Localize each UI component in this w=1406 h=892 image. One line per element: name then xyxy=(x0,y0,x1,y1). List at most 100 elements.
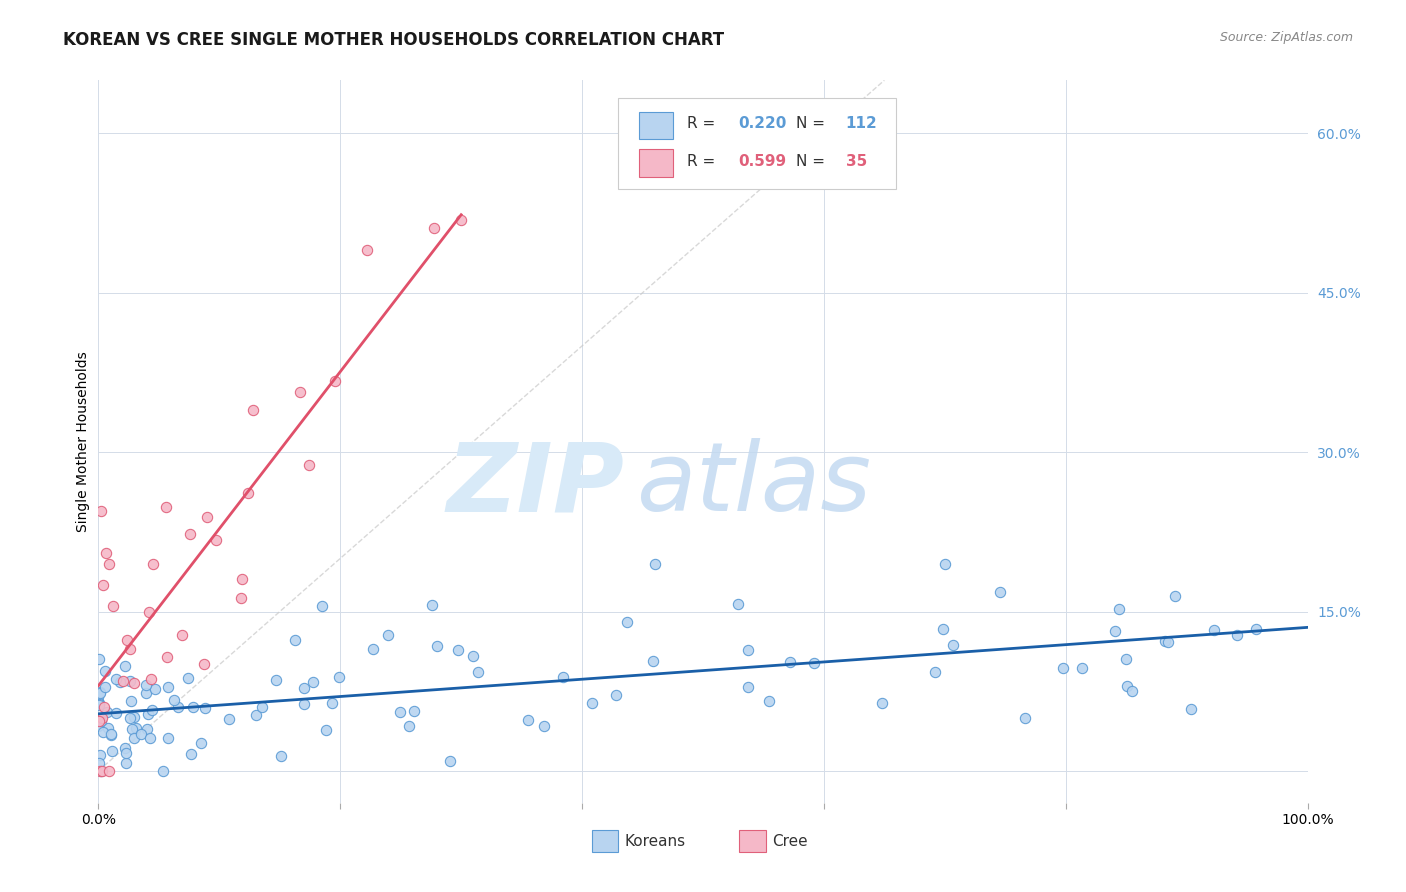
Text: R =: R = xyxy=(688,154,720,169)
Point xyxy=(181,699,204,714)
Point xyxy=(1157,634,1180,648)
Point xyxy=(138,606,160,620)
Point xyxy=(190,736,212,750)
Point xyxy=(644,557,666,571)
Point xyxy=(115,633,138,648)
Point xyxy=(1226,628,1249,642)
Point xyxy=(115,747,138,761)
Point xyxy=(311,599,333,613)
Point xyxy=(264,673,287,687)
Point xyxy=(138,706,160,721)
Point xyxy=(1014,711,1036,725)
Point xyxy=(105,706,128,721)
Point xyxy=(934,557,956,571)
Point xyxy=(100,728,122,742)
Point xyxy=(193,657,215,672)
Point xyxy=(100,726,122,740)
Point xyxy=(122,710,145,724)
Point xyxy=(1052,661,1074,675)
Point xyxy=(1244,622,1267,636)
Point xyxy=(105,672,128,686)
Point xyxy=(91,711,114,725)
Point xyxy=(121,723,143,737)
Point xyxy=(942,638,965,652)
Point xyxy=(89,696,111,710)
Point xyxy=(120,642,142,657)
Point xyxy=(426,639,449,653)
Point xyxy=(163,693,186,707)
Point xyxy=(553,671,575,685)
Point xyxy=(93,681,115,695)
Point xyxy=(93,700,115,714)
Point xyxy=(422,221,444,235)
Point xyxy=(581,696,603,710)
Point xyxy=(467,665,489,680)
Point xyxy=(89,686,111,700)
Point xyxy=(91,724,114,739)
Bar xyxy=(638,149,673,177)
Point xyxy=(172,628,194,642)
Text: ZIP: ZIP xyxy=(447,438,624,532)
Point xyxy=(108,675,131,690)
Point xyxy=(111,673,134,688)
Point xyxy=(284,633,307,648)
Bar xyxy=(740,830,766,852)
Point xyxy=(125,721,148,735)
Point xyxy=(101,744,124,758)
Point xyxy=(205,533,228,547)
Point xyxy=(388,705,411,719)
Point xyxy=(450,212,472,227)
Point xyxy=(179,527,201,541)
Point xyxy=(446,643,468,657)
FancyBboxPatch shape xyxy=(619,98,897,189)
Point xyxy=(87,652,110,666)
Point xyxy=(236,485,259,500)
Point xyxy=(803,656,825,670)
Point xyxy=(321,696,343,710)
Point xyxy=(931,622,953,636)
Point xyxy=(737,643,759,657)
Bar xyxy=(592,830,619,852)
Point xyxy=(139,672,162,686)
Text: 35: 35 xyxy=(845,154,868,169)
Point xyxy=(157,680,180,694)
Text: N =: N = xyxy=(796,154,830,169)
Point xyxy=(122,731,145,745)
Point xyxy=(377,628,399,642)
Point xyxy=(218,712,240,726)
Point xyxy=(779,655,801,669)
Point xyxy=(136,722,159,736)
Point xyxy=(87,698,110,712)
Point xyxy=(90,764,112,778)
Point xyxy=(231,572,253,586)
Point xyxy=(533,719,555,733)
Point xyxy=(89,764,111,778)
Point xyxy=(361,641,384,656)
Point xyxy=(94,664,117,678)
Point xyxy=(135,686,157,700)
Point xyxy=(89,685,111,699)
Point xyxy=(139,731,162,745)
Point xyxy=(292,681,315,695)
Point xyxy=(87,719,110,733)
Bar xyxy=(638,112,673,139)
Point xyxy=(87,690,110,704)
Point xyxy=(516,713,538,727)
Point xyxy=(155,500,177,514)
Y-axis label: Single Mother Households: Single Mother Households xyxy=(76,351,90,532)
Point xyxy=(643,654,665,668)
Point xyxy=(328,670,350,684)
Point xyxy=(737,681,759,695)
Point xyxy=(96,705,118,719)
Text: N =: N = xyxy=(796,116,830,131)
Point xyxy=(91,578,114,592)
Point xyxy=(120,693,142,707)
Point xyxy=(1104,624,1126,638)
Point xyxy=(101,599,124,614)
Point xyxy=(439,754,461,768)
Point xyxy=(422,598,444,612)
Point xyxy=(98,557,121,571)
Point xyxy=(245,707,267,722)
Point xyxy=(114,740,136,755)
Point xyxy=(323,374,346,388)
